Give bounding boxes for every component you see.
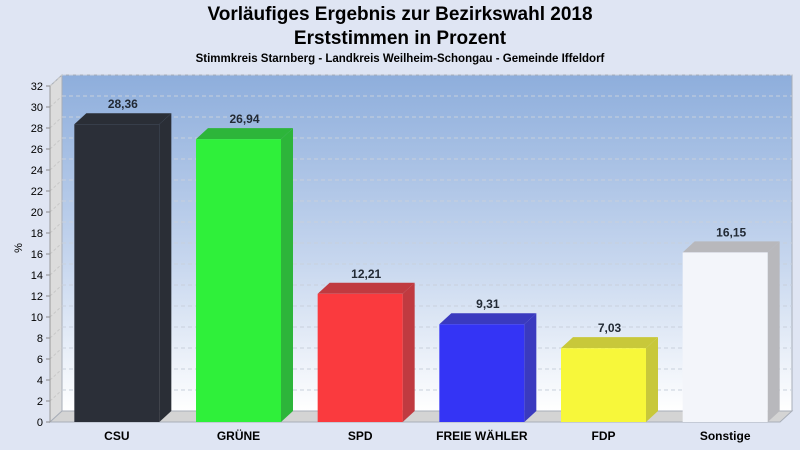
bar-front-csu [74, 124, 160, 422]
y-tick-label: 18 [31, 228, 43, 240]
gridline-side [49, 389, 63, 402]
y-tick-label: 6 [37, 354, 43, 366]
bar-side [767, 241, 780, 422]
gridline-side [49, 179, 63, 192]
bar-top [682, 241, 780, 253]
y-tick-label: 22 [31, 186, 43, 198]
gridline-side [49, 284, 63, 297]
gridline-side [49, 158, 63, 171]
bar-side [524, 313, 537, 422]
x-tick-label: FREIE WÄHLER [436, 428, 528, 443]
gridline-side [49, 221, 63, 234]
x-tick-label: SPD [348, 429, 373, 443]
gridline-side [49, 305, 63, 318]
y-tick-label: 0 [37, 417, 43, 429]
gridline-side [49, 200, 63, 213]
y-tick-label: 2 [37, 396, 43, 408]
y-tick-label: 30 [31, 102, 43, 114]
x-tick-label: FDP [592, 429, 616, 443]
chart-subtitle: Erststimmen in Prozent [293, 28, 507, 49]
y-tick-label: 24 [31, 165, 43, 177]
bar-front-spd [317, 293, 403, 422]
x-tick-label: GRÜNE [217, 428, 260, 443]
bar-front-sonstige [682, 252, 768, 422]
gridline-side [49, 263, 63, 276]
value-label: 9,31 [476, 297, 500, 311]
gridline-side [49, 368, 63, 381]
gridline-side [49, 116, 63, 129]
bar-top [74, 113, 172, 125]
bar-front-fdp [561, 348, 646, 422]
chart-region: Stimmkreis Starnberg - Landkreis Weilhei… [195, 53, 605, 65]
bar-side [402, 282, 415, 422]
y-tick-label: 14 [31, 270, 43, 282]
x-tick-label: Sonstige [700, 429, 751, 443]
y-tick-label: 32 [31, 81, 43, 93]
gridline-side [49, 137, 63, 150]
bar-side [159, 113, 172, 422]
y-tick-label: 16 [31, 249, 43, 261]
value-label: 28,36 [108, 97, 138, 111]
bar-top [561, 337, 658, 349]
bar-front-freie-wähler [439, 324, 525, 422]
value-label: 26,94 [229, 112, 259, 126]
bar-top [196, 128, 293, 140]
value-label: 12,21 [351, 267, 381, 281]
y-tick-label: 26 [31, 144, 43, 156]
value-label: 7,03 [598, 321, 622, 335]
bar-front-grüne [196, 139, 281, 422]
y-tick-label: 12 [31, 291, 43, 303]
bar-side [281, 128, 293, 422]
gridline-side [49, 242, 63, 255]
chart-title: Vorläufiges Ergebnis zur Bezirkswahl 201… [207, 4, 593, 25]
y-tick-label: 10 [31, 312, 43, 324]
x-tick-label: CSU [104, 429, 129, 443]
y-tick-label: 20 [31, 207, 43, 219]
bar-side [646, 337, 658, 422]
y-tick-label: 28 [31, 123, 43, 135]
y-tick-label: 8 [37, 333, 43, 345]
plot-left-wall [49, 73, 63, 424]
y-axis-label: % [13, 243, 25, 253]
gridline-side [49, 74, 63, 87]
gridline-side [49, 326, 63, 339]
value-label: 16,15 [716, 225, 746, 239]
bar-top [439, 313, 537, 325]
bar-top [317, 282, 415, 294]
y-tick-label: 4 [37, 375, 43, 387]
gridline-side [49, 95, 63, 108]
gridline-side [49, 347, 63, 360]
